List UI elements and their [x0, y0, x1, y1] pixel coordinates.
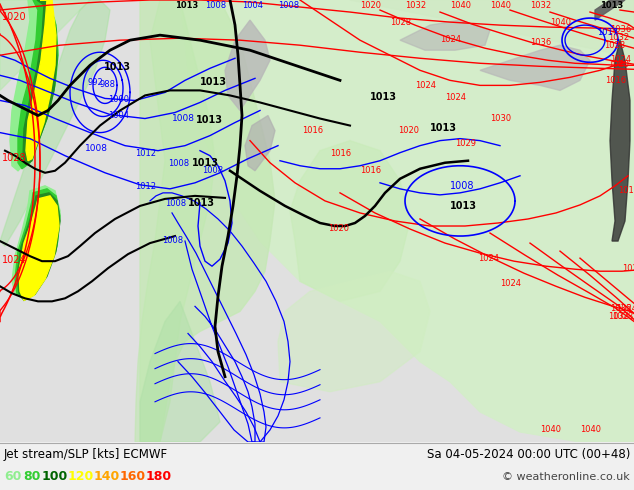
Text: 1016: 1016 — [605, 76, 626, 85]
Text: 120: 120 — [68, 470, 94, 484]
Text: 1024: 1024 — [500, 279, 521, 288]
Text: Jet stream/SLP [kts] ECMWF: Jet stream/SLP [kts] ECMWF — [4, 448, 168, 462]
Text: 1008: 1008 — [202, 166, 223, 175]
Text: 1040: 1040 — [580, 425, 601, 434]
Text: 988: 988 — [100, 80, 116, 89]
Text: 1013: 1013 — [200, 77, 227, 87]
Text: 1028: 1028 — [612, 313, 633, 321]
Text: 1013: 1013 — [430, 122, 457, 133]
Polygon shape — [19, 196, 59, 300]
Text: 1016: 1016 — [330, 148, 351, 158]
Text: 1024: 1024 — [616, 304, 634, 314]
Polygon shape — [160, 0, 634, 442]
Polygon shape — [18, 0, 58, 169]
Polygon shape — [17, 193, 60, 300]
Text: 1012: 1012 — [135, 148, 156, 158]
Text: 1024: 1024 — [440, 35, 461, 44]
Text: 1040: 1040 — [550, 18, 571, 27]
Text: 1016: 1016 — [360, 166, 381, 175]
Polygon shape — [15, 189, 60, 299]
Text: 1013: 1013 — [196, 115, 223, 124]
Text: 1008: 1008 — [278, 1, 299, 10]
Text: 1020: 1020 — [2, 12, 27, 22]
Text: 1036: 1036 — [610, 304, 631, 314]
Polygon shape — [290, 141, 410, 301]
Text: 1020: 1020 — [360, 1, 381, 10]
Polygon shape — [140, 301, 220, 442]
Text: 1004: 1004 — [242, 1, 263, 10]
Text: 1020: 1020 — [328, 224, 349, 233]
Text: 1029: 1029 — [455, 139, 476, 147]
Text: 1008: 1008 — [85, 144, 108, 153]
Polygon shape — [140, 0, 275, 442]
Text: 1017: 1017 — [597, 28, 618, 37]
Text: 1013: 1013 — [188, 198, 215, 208]
Text: 1013: 1013 — [104, 62, 131, 73]
Polygon shape — [26, 0, 56, 161]
Text: 1024: 1024 — [2, 255, 27, 265]
Text: 1008: 1008 — [172, 114, 195, 122]
Text: 1036: 1036 — [610, 25, 631, 34]
Text: 160: 160 — [120, 470, 146, 484]
Text: 1008: 1008 — [450, 181, 474, 191]
Text: 180: 180 — [146, 470, 172, 484]
Polygon shape — [0, 0, 90, 90]
Text: 1008: 1008 — [165, 199, 186, 208]
Text: 1020: 1020 — [398, 125, 419, 135]
Text: 1028: 1028 — [2, 153, 27, 163]
Polygon shape — [12, 186, 60, 296]
Polygon shape — [0, 0, 110, 246]
Text: 1016: 1016 — [302, 125, 323, 135]
Text: 1028: 1028 — [604, 41, 625, 50]
Text: 1013: 1013 — [600, 1, 623, 10]
Text: 140: 140 — [94, 470, 120, 484]
Text: 1008: 1008 — [168, 159, 189, 168]
Text: 1024: 1024 — [478, 254, 499, 263]
Text: 60: 60 — [4, 470, 22, 484]
Text: 1013: 1013 — [175, 1, 198, 10]
Polygon shape — [480, 45, 590, 90]
Text: 1040: 1040 — [490, 1, 511, 10]
Polygon shape — [23, 0, 57, 165]
Polygon shape — [10, 0, 58, 171]
Text: 1036: 1036 — [530, 38, 551, 47]
Polygon shape — [350, 0, 634, 60]
Text: 1024: 1024 — [610, 55, 631, 64]
Text: 1013: 1013 — [370, 93, 397, 102]
Text: 1013: 1013 — [450, 201, 477, 211]
Text: © weatheronline.co.uk: © weatheronline.co.uk — [502, 472, 630, 482]
Text: 1024: 1024 — [415, 81, 436, 90]
Text: 1020: 1020 — [622, 264, 634, 273]
Text: 1024: 1024 — [445, 94, 466, 102]
Text: 1008: 1008 — [205, 1, 226, 10]
Polygon shape — [245, 116, 275, 171]
Text: 1016: 1016 — [618, 186, 634, 195]
Text: 1032: 1032 — [608, 313, 629, 321]
Text: 1008: 1008 — [162, 236, 183, 245]
Text: 100: 100 — [42, 470, 68, 484]
Text: 1013: 1013 — [192, 158, 219, 168]
Text: 1040: 1040 — [540, 425, 561, 434]
Text: 1000: 1000 — [108, 96, 129, 104]
Text: Sa 04-05-2024 00:00 UTC (00+48): Sa 04-05-2024 00:00 UTC (00+48) — [427, 448, 630, 462]
Polygon shape — [610, 40, 630, 241]
Text: 1032: 1032 — [405, 1, 426, 10]
Text: 992: 992 — [88, 78, 104, 87]
Polygon shape — [595, 0, 625, 20]
Text: 1012: 1012 — [135, 182, 156, 191]
Text: 1032: 1032 — [608, 33, 629, 42]
Text: 1032: 1032 — [530, 1, 551, 10]
Text: 1040: 1040 — [450, 1, 471, 10]
Text: 80: 80 — [23, 470, 41, 484]
Text: 1020: 1020 — [608, 60, 629, 69]
Polygon shape — [278, 271, 430, 392]
Text: 1004: 1004 — [108, 111, 129, 120]
Polygon shape — [225, 20, 270, 111]
Text: 1028: 1028 — [390, 18, 411, 27]
Polygon shape — [400, 20, 490, 50]
Polygon shape — [135, 0, 215, 442]
Text: 1030: 1030 — [490, 114, 511, 122]
